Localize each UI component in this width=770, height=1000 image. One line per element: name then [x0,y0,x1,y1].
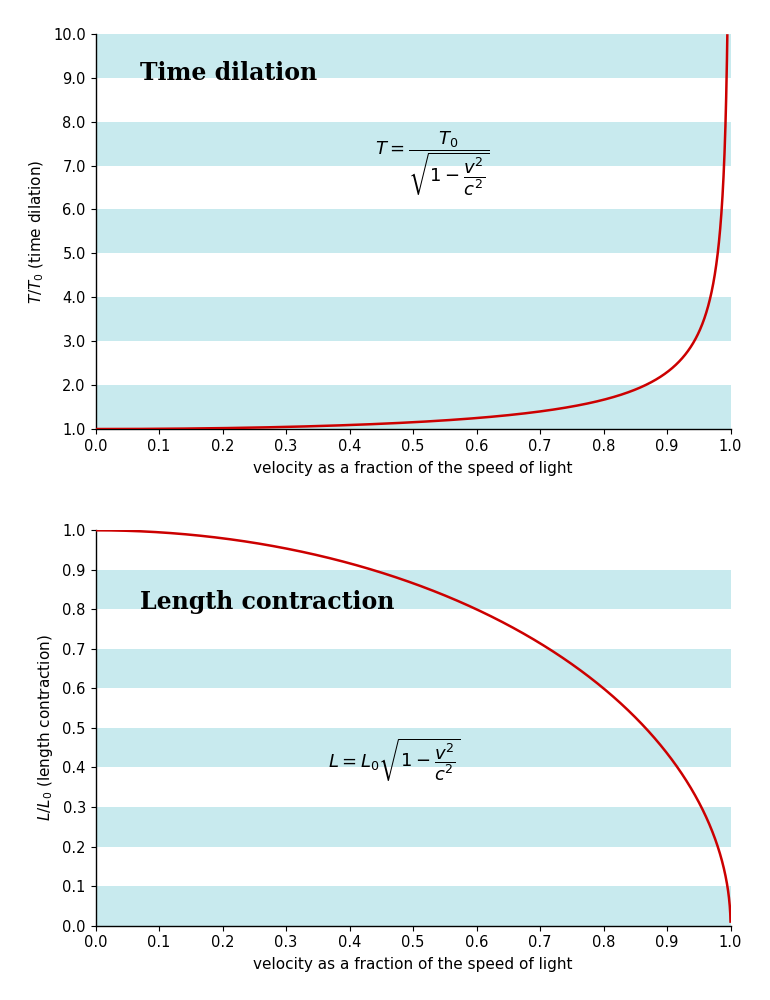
Bar [95,886,731,926]
Bar [95,728,731,767]
Y-axis label: $T/T_0$ (time dilation): $T/T_0$ (time dilation) [28,159,46,304]
Text: $L = L_0\sqrt{1-\dfrac{v^2}{c^2}}$: $L = L_0\sqrt{1-\dfrac{v^2}{c^2}}$ [328,736,460,783]
Text: $T = \dfrac{T_0}{\sqrt{1-\dfrac{v^2}{c^2}}}$: $T = \dfrac{T_0}{\sqrt{1-\dfrac{v^2}{c^2… [375,130,490,198]
Bar [95,122,731,166]
Bar [95,34,731,78]
Bar [95,807,731,847]
Bar [95,297,731,341]
Y-axis label: $L/L_0$ (length contraction): $L/L_0$ (length contraction) [36,635,55,821]
X-axis label: velocity as a fraction of the speed of light: velocity as a fraction of the speed of l… [253,461,573,476]
Bar [95,570,731,609]
X-axis label: velocity as a fraction of the speed of light: velocity as a fraction of the speed of l… [253,957,573,972]
Text: Length contraction: Length contraction [140,590,394,614]
Bar [95,649,731,688]
Text: Time dilation: Time dilation [140,61,317,85]
Bar [95,385,731,429]
Bar [95,209,731,253]
